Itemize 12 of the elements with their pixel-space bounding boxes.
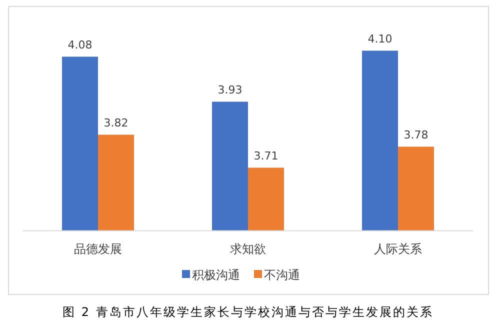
text: 图 2 青岛市八年级学生家长与学校沟通与否与学生发展的关系: [62, 305, 434, 319]
data-label: 4.08: [68, 38, 92, 52]
x-tick-label: 人际关系: [374, 242, 422, 256]
x-tick-label: 品德发展: [74, 242, 122, 256]
data-label: 4.10: [368, 32, 392, 46]
data-label: 3.82: [104, 116, 128, 130]
legend-label: 不沟通: [264, 268, 300, 282]
data-label: 3.93: [218, 84, 242, 97]
legend-label: 积极沟通: [192, 268, 240, 282]
x-tick-label: 求知欲: [230, 242, 266, 256]
data-label: 3.78: [404, 128, 428, 142]
data-label: 3.71: [254, 150, 278, 163]
